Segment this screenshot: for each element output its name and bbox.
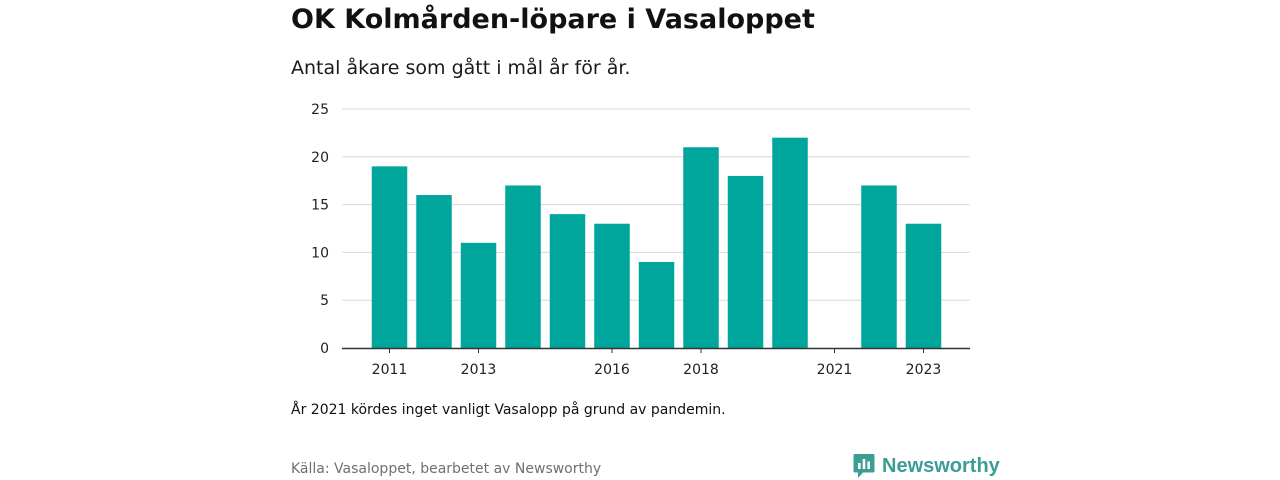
bar-2023[interactable] xyxy=(905,223,942,348)
bar-2017[interactable] xyxy=(638,261,675,348)
y-tick-label: 10 xyxy=(311,245,329,261)
bar-2016[interactable] xyxy=(594,223,630,348)
bar-2022[interactable] xyxy=(861,185,897,348)
x-tick-label: 2023 xyxy=(906,362,942,378)
bar-2012[interactable] xyxy=(416,195,452,348)
bar-chart: 0 5 10 15 20 25 2011 2013 2016 2018 2021 2023 xyxy=(311,102,970,378)
bar-2014[interactable] xyxy=(505,185,541,348)
x-tick-label: 2018 xyxy=(683,362,719,378)
axes: 0 5 10 15 20 25 2011 2013 2016 2018 2021 2023 xyxy=(311,102,970,378)
brand-name: Newsworthy xyxy=(882,454,1000,477)
newsworthy-logo-icon xyxy=(853,454,875,478)
bar-2011[interactable] xyxy=(371,166,408,348)
bar-2013[interactable] xyxy=(460,242,497,348)
bar-2020[interactable] xyxy=(772,137,808,348)
y-tick-label: 25 xyxy=(311,102,329,118)
x-tick-label: 2013 xyxy=(461,362,497,378)
y-tick-label: 0 xyxy=(320,341,329,357)
bar-2019[interactable] xyxy=(727,175,764,348)
bars xyxy=(371,137,942,348)
y-tick-label: 20 xyxy=(311,150,329,166)
bar-2015[interactable] xyxy=(549,214,586,348)
chart-title: OK Kolmården-löpare i Vasaloppet xyxy=(291,4,815,35)
y-tick-label: 5 xyxy=(320,293,329,309)
x-tick-label: 2021 xyxy=(817,362,853,378)
chart-subtitle: Antal åkare som gått i mål år för år. xyxy=(291,57,631,79)
y-tick-label: 15 xyxy=(311,198,329,214)
source-text: Källa: Vasaloppet, bearbetet av Newswort… xyxy=(291,461,602,477)
x-tick-label: 2016 xyxy=(594,362,630,378)
x-tick-label: 2011 xyxy=(372,362,408,378)
bar-2018[interactable] xyxy=(683,147,719,348)
brand-logo[interactable]: Newsworthy xyxy=(853,453,1000,479)
chart-note: År 2021 kördes inget vanligt Vasalopp på… xyxy=(291,402,726,418)
